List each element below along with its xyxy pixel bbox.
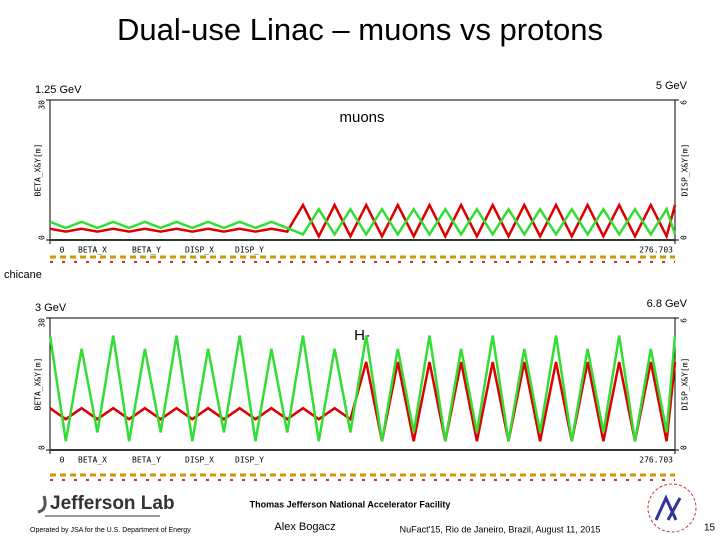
legend-label: BETA_X (78, 456, 107, 465)
x-tick-label: 276.703 (639, 456, 673, 465)
legend-label: DISP_Y (235, 456, 264, 465)
y2-tick-label: 6 (680, 318, 689, 323)
legend-label: BETA_Y (132, 246, 161, 255)
map-logo (647, 483, 697, 533)
footer-conference: NuFact'15, Rio de Janeiro, Brazil, Augus… (400, 524, 601, 534)
y2-tick-label: 0 (680, 445, 689, 450)
energy-left: 1.25 GeV (35, 84, 82, 96)
legend-label: DISP_X (185, 246, 214, 255)
x-tick-label: 0 (60, 246, 65, 255)
slide-title: Dual-use Linac – muons vs protons (117, 12, 603, 47)
y-axis-label: BETA_X&Y[m] (34, 144, 43, 197)
y2-tick-label: 0 (680, 235, 689, 240)
series-line (49, 361, 677, 442)
footer-facility: Thomas Jefferson National Accelerator Fa… (250, 499, 451, 509)
y2-axis-label: DISP_X&Y[m] (681, 144, 690, 197)
footer-author: Alex Bogacz (274, 521, 335, 533)
legend-label: DISP_X (185, 456, 214, 465)
energy-right: 6.8 GeV (647, 298, 688, 310)
legend-label: BETA_Y (132, 456, 161, 465)
energy-left: 3 GeV (35, 302, 67, 314)
x-tick-label: 276.703 (639, 246, 673, 255)
energy-right: 5 GeV (656, 80, 688, 92)
y-tick-label: 30 (38, 318, 47, 328)
x-tick-label: 0 (60, 456, 65, 465)
map-logo (654, 494, 682, 521)
y-tick-label: 30 (38, 100, 47, 110)
y-tick-label: 0 (38, 235, 47, 240)
footer-operated: Operated by JSA for the U.S. Department … (30, 527, 191, 534)
legend-label: DISP_Y (235, 246, 264, 255)
y-axis-label: BETA_X&Y[m] (34, 358, 43, 411)
page-number: 15 (704, 523, 716, 534)
y2-tick-label: 6 (680, 100, 689, 105)
series-line (48, 335, 677, 442)
series-line (49, 206, 677, 237)
series-line (49, 202, 677, 240)
y-tick-label: 0 (38, 445, 47, 450)
legend-label: BETA_X (78, 246, 107, 255)
logo-mark (37, 495, 47, 514)
footer-lab: Jefferson Lab (50, 493, 175, 514)
section-label: chicane (4, 269, 42, 281)
annotation: muons (339, 109, 384, 126)
y2-axis-label: DISP_X&Y[m] (681, 358, 690, 411)
